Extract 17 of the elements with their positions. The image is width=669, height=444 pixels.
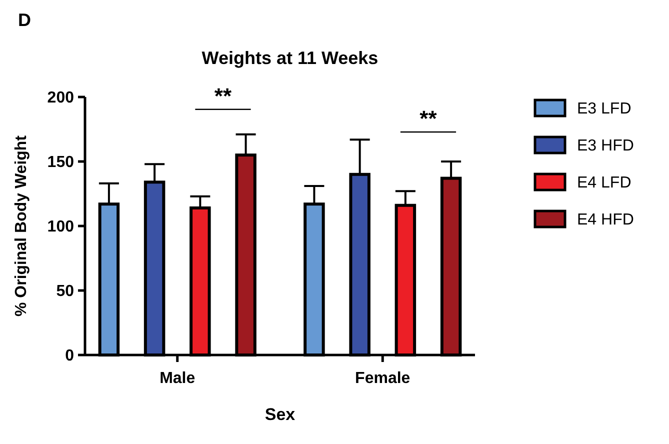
x-tick-label: Male (160, 370, 196, 387)
x-tick-label: Female (355, 370, 410, 387)
y-tick-label: 0 (65, 348, 74, 365)
x-axis-title: Sex (264, 405, 296, 424)
y-tick-label: 100 (47, 218, 74, 236)
chart-title: Weights at 11 Weeks (202, 48, 378, 68)
text: D (18, 10, 31, 30)
y-tick-label: 50 (56, 283, 74, 300)
legend-label: E3 HFD (577, 138, 634, 155)
y-axis-title: % Original Body Weight (13, 134, 30, 317)
annotation: ** (214, 83, 232, 108)
y-tick-label: 200 (47, 90, 74, 107)
legend-label: E4 HFD (577, 212, 634, 229)
annotation: ** (420, 106, 438, 131)
legend-label: E3 LFD (577, 100, 632, 118)
y-tick-label: 150 (47, 154, 74, 172)
legend-label: E4 LFD (577, 174, 632, 192)
